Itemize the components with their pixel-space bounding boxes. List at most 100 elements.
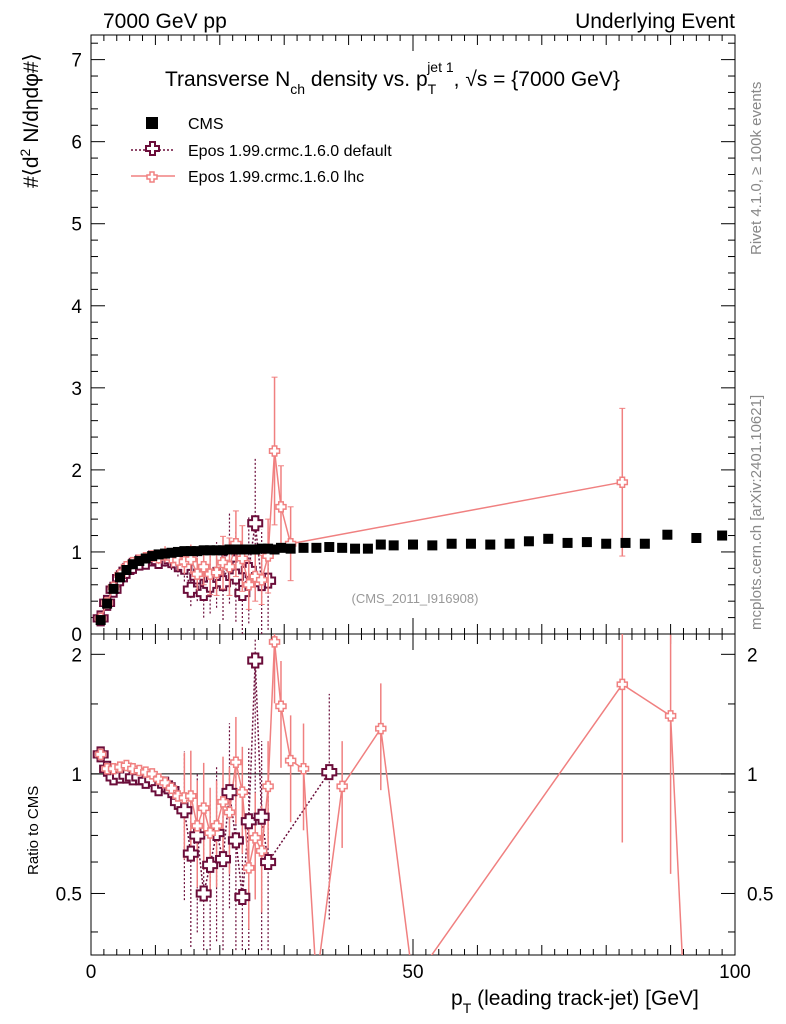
- upper-y-tick-label: 5: [71, 215, 82, 236]
- xlabel-sub-t: T: [463, 1000, 472, 1016]
- header-left: 7000 GeV pp: [103, 10, 227, 33]
- cms-point: [127, 559, 138, 570]
- cms-point: [179, 546, 190, 557]
- cms-point: [311, 542, 322, 553]
- ratio-lhc-point: [297, 763, 310, 775]
- ratio-lhc-point: [230, 756, 242, 768]
- ratio-default-point: [234, 888, 251, 905]
- rivet-version-text: Rivet 4.1.0, ≥ 100k events: [748, 82, 765, 255]
- lower-series-clipped: [92, 634, 683, 955]
- ratio-lhc-point: [94, 748, 107, 761]
- ylabel-sup-2: 2: [17, 148, 33, 156]
- cms-point: [662, 529, 673, 540]
- cms-point: [205, 545, 216, 556]
- cms-point: [446, 538, 457, 549]
- upper-y-tick-label: 3: [71, 379, 82, 400]
- lhc-point: [243, 579, 255, 591]
- cms-point: [108, 583, 119, 594]
- cms-point: [581, 537, 592, 548]
- cms-point: [543, 533, 554, 544]
- cms-point: [691, 532, 702, 543]
- ratio-default-point: [189, 827, 206, 844]
- ratio-default-point: [215, 851, 232, 868]
- cms-point: [465, 538, 476, 549]
- upper-y-tick-label: 4: [71, 297, 82, 318]
- header-right: Underlying Event: [575, 10, 735, 33]
- cms-point: [237, 544, 248, 555]
- ratio-lhc-point: [664, 710, 677, 722]
- lhc-point: [223, 560, 236, 573]
- lhc-point: [268, 445, 281, 457]
- cms-point: [269, 544, 280, 555]
- upper-y-tick-label: 7: [71, 51, 82, 72]
- cms-point: [350, 543, 361, 554]
- cms-point: [639, 538, 650, 549]
- upper-y-tick-label: 1: [71, 543, 82, 564]
- ratio-lhc-point: [336, 780, 348, 793]
- default-point: [234, 584, 251, 601]
- ratio-lhc-point: [197, 802, 210, 814]
- legend-marker-lhc: [146, 171, 158, 183]
- cms-point: [717, 530, 728, 541]
- x-tick-label: 100: [719, 962, 751, 983]
- x-tick-label: 50: [402, 962, 423, 983]
- cms-point: [263, 543, 274, 554]
- ratio-lhc-point: [243, 862, 255, 874]
- mcplots-credit-text: mcplots.cern.ch [arXiv:2401.10621]: [748, 395, 765, 630]
- cms-point: [218, 545, 229, 556]
- cms-point: [601, 538, 612, 549]
- cms-point: [388, 540, 399, 551]
- ratio-lhc-point: [375, 722, 387, 735]
- ratio-lhc-point: [284, 754, 297, 767]
- ratio-lhc-point: [249, 832, 261, 844]
- ratio-default-point: [221, 784, 238, 801]
- ratio-lhc-point: [172, 790, 184, 802]
- cms-point: [375, 539, 386, 550]
- default-point: [182, 581, 199, 598]
- ratio-lhc-point: [139, 766, 152, 778]
- cms-point: [211, 545, 222, 556]
- cms-point: [153, 549, 164, 560]
- ratio-lhc-point: [204, 827, 216, 839]
- lhc-point: [616, 476, 629, 488]
- cms-point: [160, 548, 171, 559]
- cms-point: [102, 598, 113, 609]
- cms-point: [95, 615, 106, 626]
- lower-y-tick-label-right: 0.5: [747, 884, 773, 905]
- cms-point: [504, 538, 515, 549]
- title-sub-t: T: [428, 81, 437, 97]
- lhc-point: [185, 553, 197, 566]
- x-tick-label: 0: [86, 962, 97, 983]
- legend-marker-default: [145, 141, 160, 156]
- legend-label-cms: CMS: [188, 116, 224, 133]
- ratio-default-point: [227, 832, 244, 849]
- cms-point: [166, 547, 177, 558]
- cms-point: [362, 543, 373, 554]
- lhc-point: [255, 574, 268, 586]
- lhc-point: [191, 568, 204, 580]
- ratio-default-point: [247, 652, 264, 669]
- cms-point: [224, 544, 235, 555]
- lower-y-tick-label: 0.5: [56, 884, 82, 905]
- cms-point: [562, 537, 573, 548]
- ratio-default-point: [321, 764, 338, 781]
- cms-point: [620, 537, 631, 548]
- ratio-lhc-point: [210, 820, 223, 832]
- xlabel-part-a: p: [451, 987, 463, 1010]
- title-sup-jet: jet 1: [426, 59, 454, 75]
- title-part-a: Transverse N: [165, 68, 290, 91]
- legend-marker-cms: [146, 117, 158, 129]
- upper-series-layer: [92, 376, 728, 634]
- upper-y-axis-title: #⟨d2 N/dηdφ#⟩: [17, 53, 43, 188]
- lower-y-tick-label-right: 2: [747, 645, 758, 666]
- ratio-lhc-point: [133, 764, 146, 777]
- cms-point: [140, 553, 151, 564]
- cms-point: [408, 539, 418, 550]
- legend-label-lhc: Epos 1.99.crmc.1.6.0 lhc: [188, 169, 364, 186]
- ratio-lhc-point: [268, 636, 281, 648]
- lower-y-tick-label: 2: [71, 645, 82, 666]
- analysis-watermark: (CMS_2011_I916908): [352, 591, 479, 606]
- cms-point: [243, 544, 254, 555]
- ratio-default-point: [253, 808, 270, 825]
- cms-point: [134, 555, 145, 566]
